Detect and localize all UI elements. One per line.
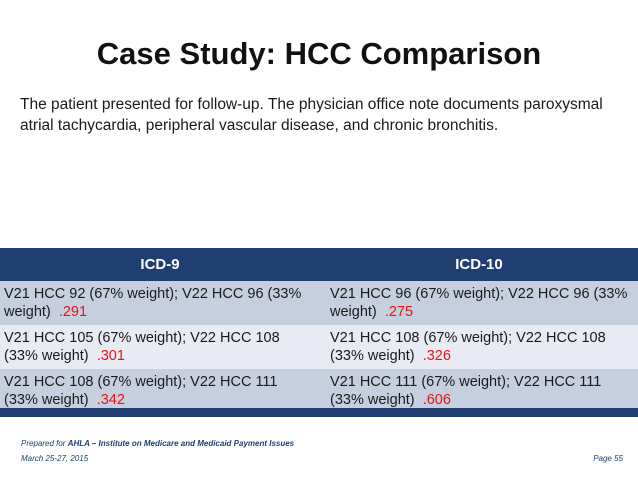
footer-page-number: Page 55 bbox=[593, 454, 623, 463]
icd9-text: V21 HCC 108 (67% weight); V22 HCC 111 (3… bbox=[4, 374, 278, 408]
icd10-cell: V21 HCC 108 (67% weight); V22 HCC 108 (3… bbox=[320, 329, 638, 365]
icd10-cell: V21 HCC 111 (67% weight); V22 HCC 111 (3… bbox=[320, 373, 638, 409]
icd9-risk-factor: .301 bbox=[96, 348, 125, 364]
icd10-risk-factor: .275 bbox=[384, 304, 414, 320]
icd9-risk-factor: .291 bbox=[58, 304, 88, 320]
footer-prepared-for: Prepared for AHLA – Institute on Medicar… bbox=[21, 439, 294, 448]
icd10-text: V21 HCC 111 (67% weight); V22 HCC 111 (3… bbox=[330, 374, 602, 408]
table-row: V21 HCC 108 (67% weight); V22 HCC 111 (3… bbox=[0, 369, 638, 413]
footer-organization: AHLA – Institute on Medicare and Medicai… bbox=[67, 439, 295, 448]
icd10-risk-factor: .326 bbox=[422, 348, 451, 364]
column-header-icd10: ICD-10 bbox=[455, 256, 503, 273]
table-header-row: ICD-9 ICD-10 bbox=[0, 248, 638, 281]
icd10-cell: V21 HCC 96 (67% weight); V22 HCC 96 (33%… bbox=[320, 285, 638, 321]
table-row: V21 HCC 92 (67% weight); V22 HCC 96 (33%… bbox=[0, 281, 638, 325]
icd9-risk-factor: .342 bbox=[96, 392, 125, 408]
hcc-comparison-table: ICD-9 ICD-10 V21 HCC 92 (67% weight); V2… bbox=[0, 248, 638, 413]
footer-divider-bar bbox=[0, 408, 638, 417]
icd9-cell: V21 HCC 105 (67% weight); V22 HCC 108 (3… bbox=[0, 329, 320, 365]
icd9-cell: V21 HCC 92 (67% weight); V22 HCC 96 (33%… bbox=[0, 285, 320, 321]
icd9-cell: V21 HCC 108 (67% weight); V22 HCC 111 (3… bbox=[0, 373, 320, 409]
icd10-risk-factor: .606 bbox=[422, 392, 451, 408]
slide-title: Case Study: HCC Comparison bbox=[96, 36, 542, 71]
icd9-text: V21 HCC 92 (67% weight); V22 HCC 96 (33%… bbox=[4, 286, 302, 320]
intro-paragraph: The patient presented for follow-up. The… bbox=[20, 96, 603, 134]
footer-date: March 25-27, 2015 bbox=[21, 454, 89, 463]
column-header-icd9: ICD-9 bbox=[140, 256, 180, 273]
icd10-text: V21 HCC 96 (67% weight); V22 HCC 96 (33%… bbox=[330, 286, 628, 320]
table-row: V21 HCC 105 (67% weight); V22 HCC 108 (3… bbox=[0, 325, 638, 369]
icd10-text: V21 HCC 108 (67% weight); V22 HCC 108 (3… bbox=[330, 330, 606, 364]
footer-prepared-prefix: Prepared for bbox=[21, 439, 68, 448]
icd9-text: V21 HCC 105 (67% weight); V22 HCC 108 (3… bbox=[4, 330, 280, 364]
